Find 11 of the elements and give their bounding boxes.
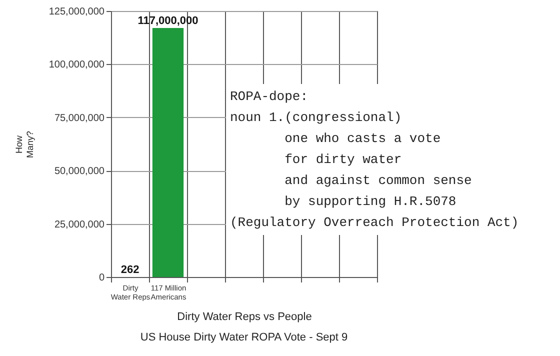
y-tick-label: 25,000,000 <box>54 219 105 230</box>
x-axis-title: Dirty Water Reps vs People <box>177 311 312 323</box>
data-label: 262 <box>120 264 140 276</box>
y-tick-label: 125,000,000 <box>48 6 105 18</box>
y-axis-title: How Many? <box>14 130 35 158</box>
y-tick-label: 0 <box>98 272 105 284</box>
text: US House Dirty Water ROPA Vote - Sept 9 <box>140 332 348 344</box>
y-tick-label: 50,000,000 <box>54 166 105 178</box>
annotation: ROPA-dope: noun 1.(congressional) one who casts a vote for dirty water and against common sense by supporting H.R.5078 (Regulatory Overreach Protection Act) <box>226 84 523 235</box>
y-tick-label: 100,000,000 <box>48 60 105 71</box>
y-tick-label: 75,000,000 <box>54 112 105 124</box>
